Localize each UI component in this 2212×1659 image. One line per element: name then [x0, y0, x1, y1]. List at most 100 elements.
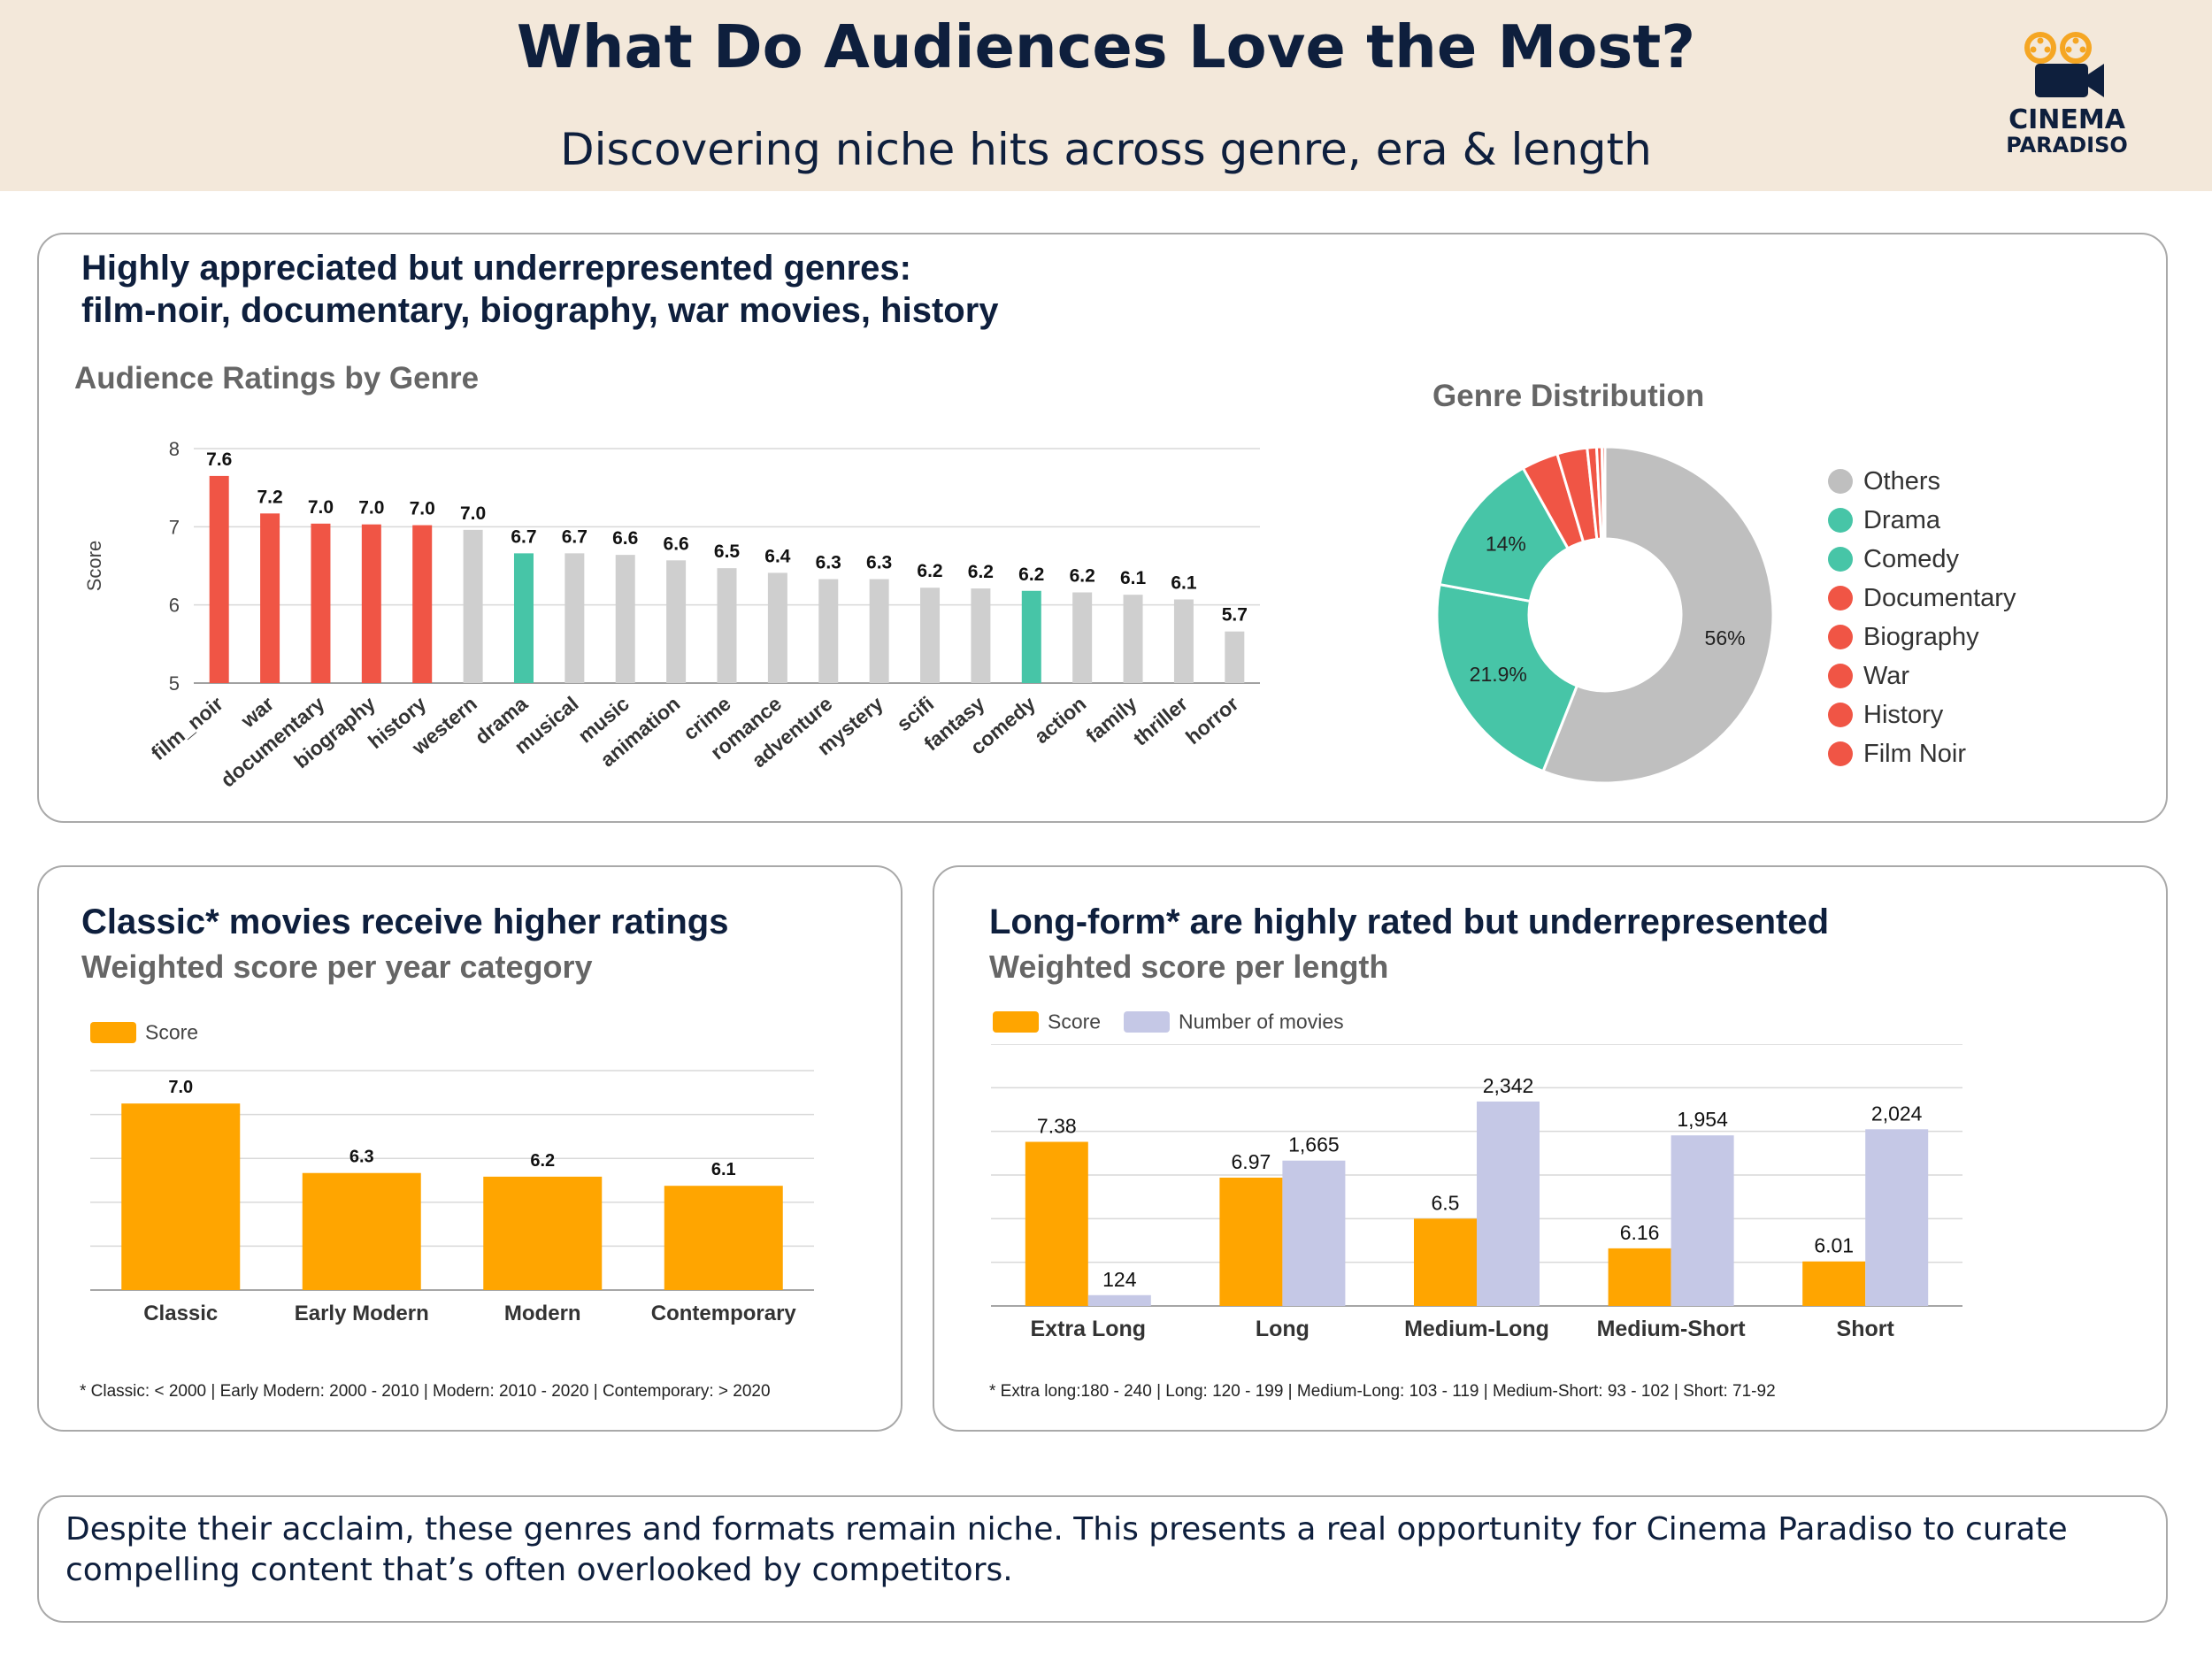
bar-drama — [513, 553, 534, 683]
x-tick-label-extra-long: Extra Long — [1031, 1317, 1147, 1341]
data-label-classic: 7.0 — [168, 1078, 193, 1097]
cinema-paradiso-logo: CINEMA PARADISO — [1978, 0, 2155, 191]
year-footnote: * Classic: < 2000 | Early Modern: 2000 -… — [80, 1382, 771, 1401]
slice-others — [1541, 445, 1775, 785]
data-label-romance: 6.4 — [764, 546, 791, 566]
data-label-horror: 5.7 — [1222, 605, 1248, 626]
bar-score-long — [1219, 1177, 1283, 1306]
slice-drama — [1435, 582, 1579, 773]
bar-adventure — [818, 579, 839, 683]
legend-dot — [1828, 508, 1853, 534]
data-label-history: 7.0 — [410, 499, 435, 519]
legend-item-comedy: Comedy — [1828, 544, 1959, 574]
data-label-contemporary: 6.1 — [711, 1160, 736, 1179]
page-title: What Do Audiences Love the Most? — [516, 12, 1696, 81]
data-label-comedy: 6.2 — [1018, 565, 1044, 585]
conclusion-box: Despite their acclaim, these genres and … — [37, 1495, 2168, 1623]
bar-count-medium-short — [1671, 1135, 1734, 1306]
x-tick-label-medium-long: Medium-Long — [1404, 1317, 1549, 1341]
legend-label: Film Noir — [1863, 739, 1966, 768]
legend-dot — [1828, 586, 1853, 611]
slice-label-others: 56% — [1705, 626, 1746, 649]
legend-item-film-noir: Film Noir — [1828, 739, 1966, 769]
bar-thriller — [1173, 599, 1194, 683]
logo-text-cinema: CINEMA — [2008, 104, 2125, 135]
bar-score-short — [1802, 1261, 1866, 1306]
year-panel: Classic* movies receive higher ratings W… — [37, 865, 902, 1432]
length-panel-title: Long-form* are highly rated but underrep… — [989, 902, 1830, 941]
data-label-modern: 6.2 — [530, 1151, 555, 1171]
bar-family — [1123, 595, 1143, 683]
data-label-action: 6.2 — [1070, 566, 1095, 587]
bar-fantasy — [971, 588, 991, 683]
data-label-count-extra-long: 124 — [1102, 1268, 1137, 1291]
data-label-early-modern: 6.3 — [349, 1148, 374, 1167]
data-label-adventure: 6.3 — [816, 553, 841, 573]
x-tick-label-long: Long — [1256, 1317, 1310, 1341]
year-legend: Score — [90, 1019, 198, 1044]
legend-label: Documentary — [1863, 583, 2016, 612]
genre-panel: Highly appreciated but underrepresented … — [37, 233, 2168, 823]
legend-swatch-score — [993, 1010, 1039, 1033]
legend-swatch-score — [90, 1021, 136, 1043]
bar-count-short — [1865, 1129, 1929, 1306]
y-axis-label: Score — [83, 541, 105, 591]
length-footnote: * Extra long:180 - 240 | Long: 120 - 199… — [989, 1382, 1776, 1401]
length-score-chart: 7.38 124 Extra Long 6.97 1,665 Long 6.5 2,342 Me… — [991, 1044, 1962, 1341]
genre-distribution-chart: 56% 21.9% 14% — [1435, 445, 1775, 785]
y-tick-label: 8 — [169, 438, 180, 460]
legend-dot — [1828, 469, 1853, 495]
bar-mystery — [869, 579, 889, 683]
year-panel-title: Classic* movies receive higher ratings — [81, 902, 729, 941]
data-label-score-medium-short: 6.16 — [1620, 1221, 1660, 1244]
genre-ratings-chart: 5678Score7.6film_noir7.2war7.0documentar… — [83, 438, 1260, 792]
legend-dot — [1828, 625, 1853, 650]
x-tick-label-film_noir: film_noir — [147, 692, 227, 764]
bar-musical — [565, 553, 585, 683]
legend-item-history: History — [1828, 700, 1943, 730]
data-label-count-long: 1,665 — [1288, 1133, 1340, 1156]
bar-classic — [121, 1103, 241, 1290]
x-tick-label-early-modern: Early Modern — [295, 1302, 429, 1325]
y-tick-label: 5 — [169, 672, 180, 695]
data-label-musical: 6.7 — [562, 526, 588, 547]
bar-count-medium-long — [1477, 1101, 1540, 1306]
data-label-score-long: 6.97 — [1232, 1150, 1271, 1173]
legend-item-biography: Biography — [1828, 622, 1979, 652]
slice-film-noir — [1600, 445, 1607, 541]
bar-romance — [767, 572, 787, 683]
legend-item-war: War — [1828, 661, 1909, 691]
legend-swatch-number-of-movies — [1124, 1010, 1170, 1033]
bar-scifi — [920, 588, 941, 683]
legend-label-score: Score — [1048, 1010, 1102, 1033]
bar-biography — [361, 524, 381, 683]
data-label-film_noir: 7.6 — [206, 449, 232, 470]
slice-label-comedy: 14% — [1486, 533, 1526, 556]
genre-distribution-chart-title: Genre Distribution — [1432, 379, 1705, 413]
length-panel-subtitle: Weighted score per length — [989, 949, 1389, 985]
legend-dot — [1828, 664, 1853, 689]
bar-crime — [717, 568, 737, 683]
genre-ratings-chart-title: Audience Ratings by Genre — [74, 361, 480, 396]
genre-panel-title-line2: film-noir, documentary, biography, war m… — [81, 291, 999, 330]
bar-count-extra-long — [1087, 1294, 1151, 1306]
x-tick-label-short: Short — [1837, 1317, 1895, 1341]
legend-label-number-of-movies: Number of movies — [1179, 1010, 1344, 1033]
bar-music — [615, 555, 635, 683]
bar-score-medium-long — [1414, 1218, 1477, 1306]
data-label-family: 6.1 — [1120, 568, 1147, 588]
slice-label-drama: 21.9% — [1470, 663, 1527, 686]
year-score-chart: 7.0 Classic 6.3 Early Modern 6.2 Modern 6.1 Con… — [90, 1070, 814, 1325]
data-label-documentary: 7.0 — [308, 497, 334, 518]
data-label-score-extra-long: 7.38 — [1037, 1115, 1077, 1138]
bar-early-modern — [302, 1172, 421, 1290]
legend-label: Comedy — [1863, 544, 1959, 573]
legend-item-documentary: Documentary — [1828, 583, 2016, 613]
data-label-score-short: 6.01 — [1814, 1234, 1854, 1257]
data-label-western: 7.0 — [460, 503, 486, 524]
year-panel-subtitle: Weighted score per year category — [81, 949, 593, 985]
slice-comedy — [1438, 466, 1571, 603]
bar-contemporary — [664, 1186, 783, 1290]
bar-documentary — [311, 523, 331, 683]
data-label-animation: 6.6 — [664, 534, 689, 554]
